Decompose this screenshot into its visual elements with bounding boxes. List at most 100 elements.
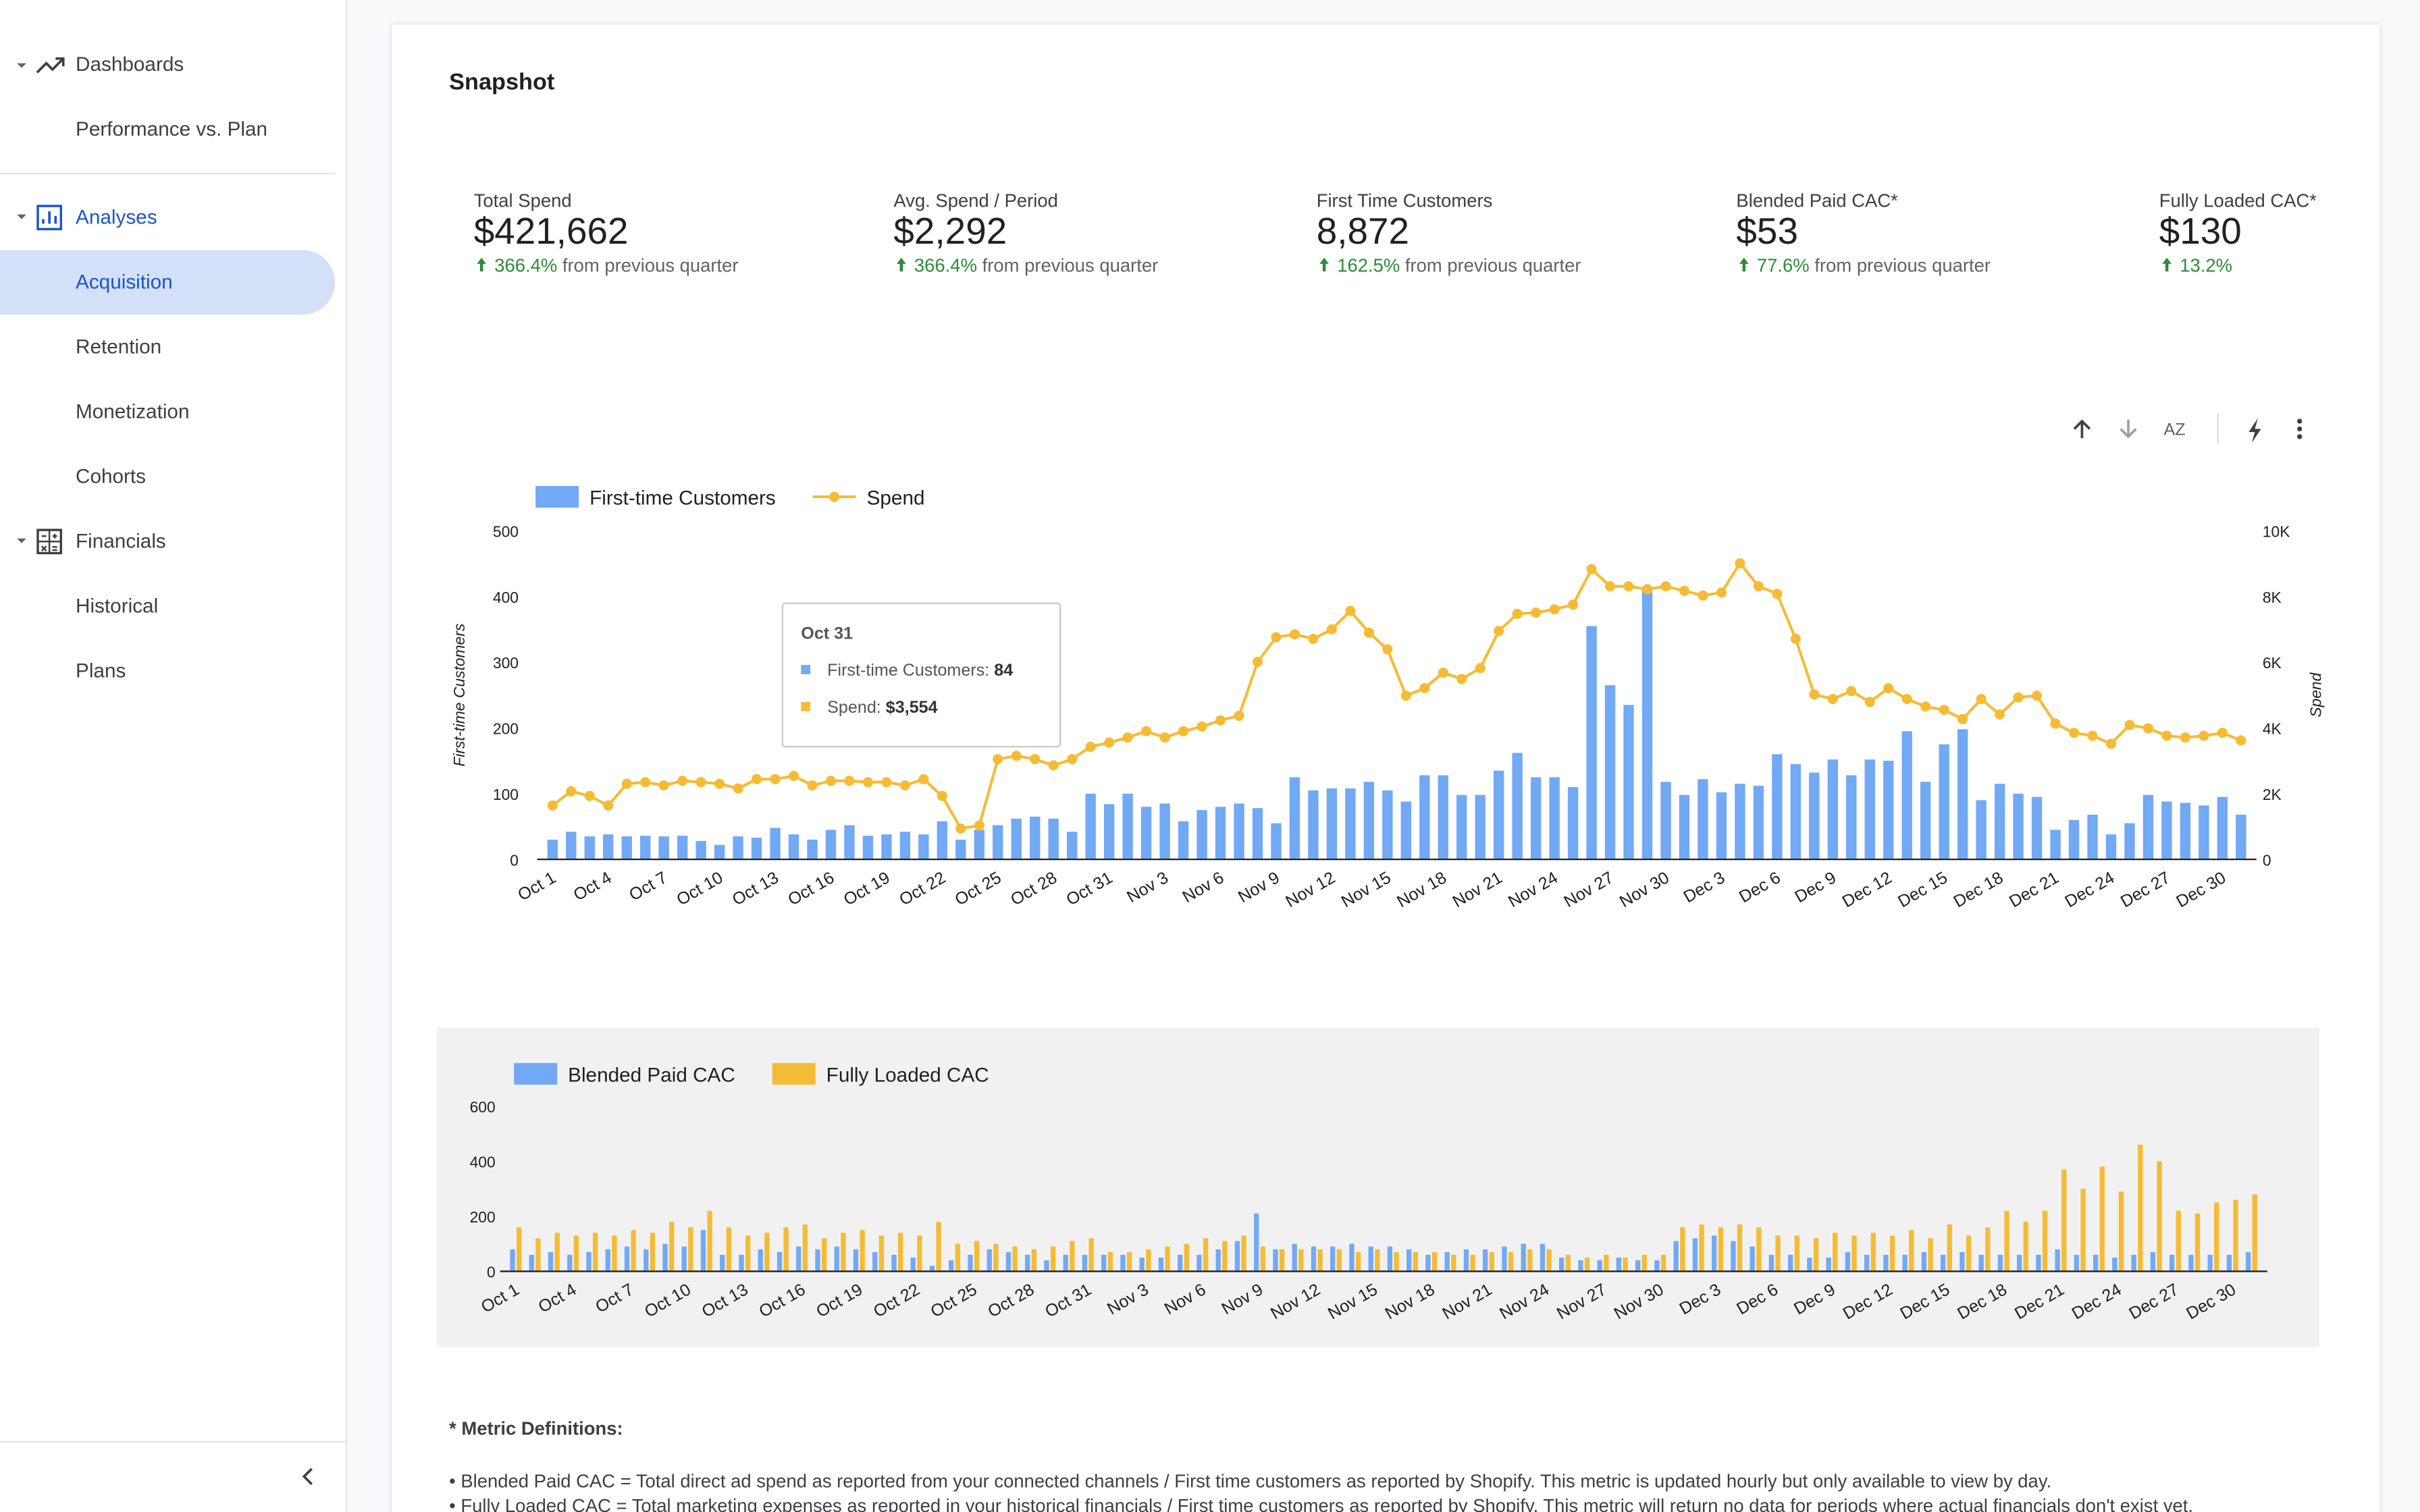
bar <box>2252 1194 2257 1272</box>
bar <box>1165 1246 1170 1272</box>
bar <box>1549 777 1560 860</box>
bar <box>917 1235 922 1272</box>
nav-financials[interactable]: Financials <box>75 529 166 553</box>
y-tick-label: 100 <box>493 786 519 803</box>
kpi-change-note: from previous quarter <box>982 254 1159 277</box>
line-point <box>1271 632 1282 643</box>
nav-plans[interactable]: Plans <box>75 658 126 682</box>
bar <box>2131 1254 2136 1272</box>
legend-label: Fully Loaded CAC <box>826 1064 989 1086</box>
line-point <box>1067 754 1078 765</box>
bar <box>2093 1254 2099 1272</box>
bar <box>1030 816 1041 860</box>
definitions-title: * Metric Definitions: <box>449 1418 623 1440</box>
bar <box>1565 1254 1571 1272</box>
definition: • Blended Paid CAC = Total direct ad spe… <box>449 1470 2052 1492</box>
bar <box>1864 1254 1870 1272</box>
bar <box>1883 1254 1889 1272</box>
tooltip-title: Oct 31 <box>801 624 853 643</box>
x-tick-label: Nov 30 <box>1616 868 1673 911</box>
bar <box>2016 1254 2022 1272</box>
line-point <box>1864 697 1875 707</box>
line-point <box>1215 715 1226 726</box>
bar <box>1768 1254 1774 1272</box>
tooltip-value: $3,554 <box>886 698 938 717</box>
bar <box>844 825 855 860</box>
bar <box>1298 1249 1304 1272</box>
y-tick-label: 0 <box>510 851 519 869</box>
bar <box>1546 1249 1552 1272</box>
line-point <box>1976 694 1987 705</box>
bar <box>1406 1249 1412 1272</box>
bar <box>1527 1249 1533 1272</box>
bar <box>1063 1254 1068 1272</box>
bar <box>1158 1258 1164 1272</box>
x-tick-label: Oct 10 <box>673 868 726 909</box>
nav-analyses[interactable]: Analyses <box>75 205 157 229</box>
x-tick-label: Oct 28 <box>1007 868 1060 909</box>
bar <box>1425 1254 1431 1272</box>
line-point <box>2013 692 2024 703</box>
bar <box>968 1254 973 1272</box>
line-point <box>844 776 855 786</box>
bar <box>700 1230 706 1272</box>
bar <box>688 1227 693 1272</box>
nav-historical[interactable]: Historical <box>75 593 159 618</box>
kpi-label: Blended Paid CAC* <box>1736 190 1898 212</box>
bar <box>2194 1213 2201 1272</box>
bar <box>1048 818 1059 860</box>
line-point <box>1920 701 1931 712</box>
bar <box>2080 1189 2086 1272</box>
bar <box>1680 1227 1685 1272</box>
bar <box>1756 1227 1762 1272</box>
line-point <box>584 790 595 801</box>
x-tick-label: Nov 9 <box>1235 868 1283 907</box>
nav-monetization[interactable]: Monetization <box>75 399 190 423</box>
bar <box>1635 1260 1641 1272</box>
bar <box>2042 1210 2048 1272</box>
x-tick-label: Oct 7 <box>626 868 670 905</box>
line-point <box>2217 728 2228 738</box>
sort-alpha[interactable]: AZ <box>2164 421 2186 439</box>
bar <box>1178 1254 1183 1272</box>
bar <box>516 1227 522 1272</box>
nav-retention[interactable]: Retention <box>75 334 162 358</box>
line-point <box>1400 691 1411 701</box>
nav-acquisition[interactable]: Acquisition <box>75 269 173 294</box>
line-point <box>1011 751 1022 761</box>
bar <box>1540 1243 1546 1272</box>
y2-tick-label: 0 <box>2263 851 2271 869</box>
bar <box>650 1233 656 1272</box>
bar <box>834 1246 839 1272</box>
bar <box>1604 1254 1609 1272</box>
y2-tick-label: 10K <box>2263 522 2290 540</box>
bar <box>2031 796 2043 860</box>
nav-cohorts[interactable]: Cohorts <box>75 464 147 488</box>
bar <box>584 836 595 860</box>
bar <box>739 1254 744 1272</box>
collapse-button[interactable] <box>298 1465 319 1487</box>
sort-descending[interactable] <box>2120 419 2137 439</box>
bar <box>1103 804 1115 860</box>
bar <box>764 1233 770 1272</box>
x-tick-label: Oct 16 <box>785 868 837 909</box>
sort-ascending[interactable] <box>2073 419 2091 439</box>
nav-performance[interactable]: Performance vs. Plan <box>75 117 268 140</box>
nav-dashboards[interactable]: Dashboards <box>75 52 184 76</box>
bar <box>1845 1251 1851 1272</box>
bar <box>1660 782 1671 860</box>
bar <box>1712 1235 1717 1272</box>
bar <box>1864 759 1875 860</box>
insights[interactable] <box>2248 418 2261 443</box>
y2-tick-label: 8K <box>2263 589 2282 606</box>
bar <box>1790 763 1801 860</box>
bar <box>2023 1222 2028 1272</box>
bar <box>547 839 558 860</box>
bar <box>2061 1169 2067 1272</box>
line-point <box>2142 723 2153 734</box>
line-point <box>1030 754 1041 765</box>
y-tick-label: 200 <box>493 720 519 738</box>
more-menu[interactable] <box>2297 418 2303 439</box>
bar <box>2013 793 2024 860</box>
